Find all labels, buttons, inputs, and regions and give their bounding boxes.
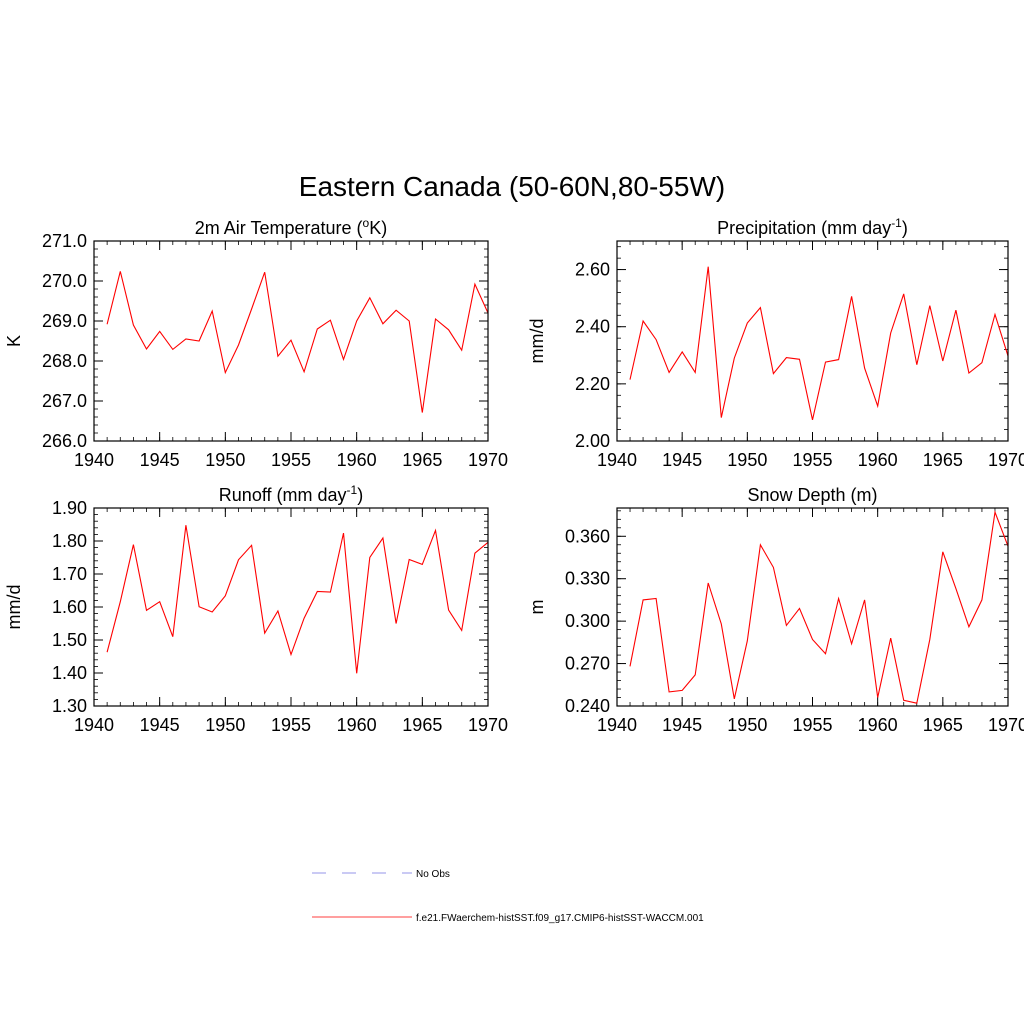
- x-tick-label: 1950: [727, 450, 767, 470]
- panels: 266.0 267.0 268.0 269.0 270.0 271.0 1940 1945 19…: [4, 216, 1024, 735]
- y-tick-label: 0.240: [565, 696, 610, 716]
- plot-frame: [93, 507, 489, 707]
- y-tick-label: 267.0: [42, 391, 87, 411]
- plot-frame: [616, 240, 1009, 442]
- x-tick-label: 1955: [792, 450, 832, 470]
- x-tick-label: 1945: [140, 450, 180, 470]
- x-tick-label: 1970: [988, 715, 1024, 735]
- panel-title: Snow Depth (m): [747, 485, 877, 505]
- panel-title: 2m Air Temperature (oK): [195, 216, 387, 238]
- x-tick-label: 1940: [74, 450, 114, 470]
- y-tick-label: 1.50: [52, 630, 87, 650]
- legend-label: No Obs: [416, 869, 450, 880]
- legend-entry: No Obs: [312, 869, 450, 880]
- series-line: [106, 525, 489, 674]
- y-tick-label: 1.80: [52, 531, 87, 551]
- figure-title: Eastern Canada (50-60N,80-55W): [299, 171, 725, 202]
- x-tick-label: 1960: [858, 450, 898, 470]
- y-tick-label: 1.40: [52, 663, 87, 683]
- panel-air-temperature: 266.0 267.0 268.0 269.0 270.0 271.0 1940 1945 19…: [4, 216, 508, 470]
- x-tick-label: 1965: [923, 450, 963, 470]
- x-tick-label: 1965: [923, 715, 963, 735]
- x-tick-label: 1965: [402, 450, 442, 470]
- panel-runoff: 1.30 1.40 1.50 1.60 1.70 1.80 1.90 1940 1945 1950…: [4, 483, 508, 735]
- y-tick-label: 2.20: [575, 374, 610, 394]
- y-tick-label: 271.0: [42, 231, 87, 251]
- y-axis-label: mm/d: [527, 319, 547, 364]
- y-tick-label: 2.40: [575, 317, 610, 337]
- legend: No Obs f.e21.FWaerchem-histSST.f09_g17.CM…: [312, 869, 704, 924]
- y-tick-label: 0.360: [565, 526, 610, 546]
- legend-entry: f.e21.FWaerchem-histSST.f09_g17.CMIP6-hi…: [312, 913, 704, 924]
- y-axis-label: mm/d: [4, 585, 24, 630]
- y-axis-label: m: [527, 600, 547, 615]
- y-tick-label: 1.30: [52, 696, 87, 716]
- x-tick-label: 1940: [597, 715, 637, 735]
- x-tick-label: 1960: [337, 715, 377, 735]
- y-axis-label: K: [4, 335, 24, 347]
- x-tick-label: 1940: [74, 715, 114, 735]
- plot-frame: [93, 240, 489, 442]
- x-tick-label: 1960: [337, 450, 377, 470]
- x-tick-label: 1950: [727, 715, 767, 735]
- x-tick-label: 1960: [858, 715, 898, 735]
- y-tick-label: 0.330: [565, 569, 610, 589]
- series-line: [106, 271, 489, 413]
- y-tick-label: 1.60: [52, 597, 87, 617]
- y-tick-label: 269.0: [42, 311, 87, 331]
- y-tick-label: 268.0: [42, 351, 87, 371]
- y-tick-label: 1.70: [52, 564, 87, 584]
- x-tick-label: 1965: [402, 715, 442, 735]
- y-tick-label: 0.300: [565, 611, 610, 631]
- y-tick-label: 270.0: [42, 271, 87, 291]
- panel-precipitation: 2.00 2.20 2.40 2.60 1940 1945 1950 1955 1960 1965…: [527, 216, 1024, 470]
- series-line: [629, 266, 1009, 421]
- x-tick-label: 1955: [271, 715, 311, 735]
- x-tick-label: 1945: [662, 715, 702, 735]
- plot-frame: [616, 507, 1009, 707]
- y-tick-label: 266.0: [42, 431, 87, 451]
- y-tick-label: 0.270: [565, 654, 610, 674]
- legend-label: f.e21.FWaerchem-histSST.f09_g17.CMIP6-hi…: [416, 913, 704, 924]
- y-tick-label: 1.90: [52, 498, 87, 518]
- x-tick-label: 1945: [662, 450, 702, 470]
- panel-title: Runoff (mm day-1): [219, 483, 363, 505]
- x-tick-label: 1955: [271, 450, 311, 470]
- panel-snow-depth: 0.240 0.270 0.300 0.330 0.360 1940 1945 1950 195…: [527, 485, 1024, 735]
- x-tick-label: 1970: [468, 450, 508, 470]
- x-tick-label: 1970: [468, 715, 508, 735]
- y-tick-label: 2.60: [575, 260, 610, 280]
- x-tick-label: 1950: [205, 715, 245, 735]
- y-tick-label: 2.00: [575, 431, 610, 451]
- x-tick-label: 1940: [597, 450, 637, 470]
- x-tick-label: 1945: [140, 715, 180, 735]
- x-tick-label: 1950: [205, 450, 245, 470]
- panel-title: Precipitation (mm day-1): [717, 216, 908, 238]
- x-tick-label: 1955: [792, 715, 832, 735]
- series-line: [629, 510, 1009, 704]
- x-tick-label: 1970: [988, 450, 1024, 470]
